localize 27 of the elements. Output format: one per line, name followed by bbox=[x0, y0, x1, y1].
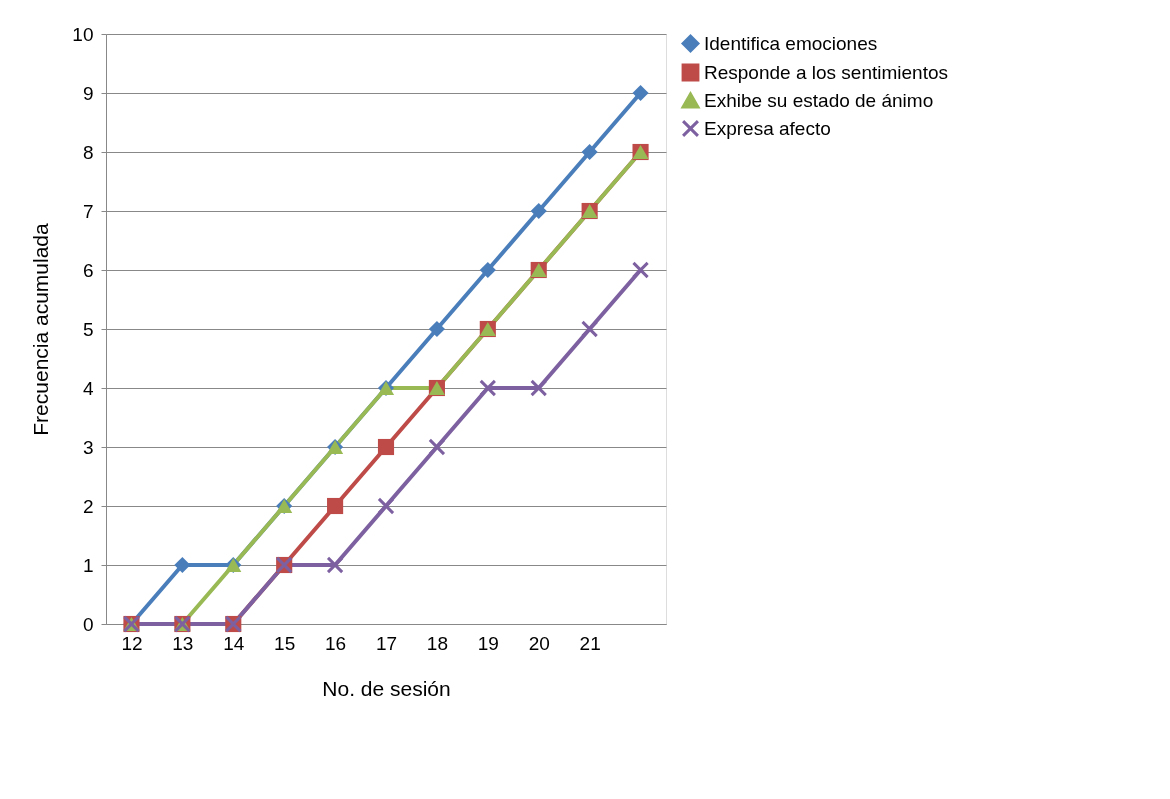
y-tick-label: 7 bbox=[82, 200, 94, 222]
x-tick-label: 14 bbox=[223, 632, 245, 654]
x-tick-label: 15 bbox=[274, 632, 296, 654]
x-tick-label: 12 bbox=[121, 632, 143, 654]
y-axis-title: Frecuencia acumulada bbox=[29, 222, 53, 436]
x-tick-label: 19 bbox=[477, 632, 499, 654]
y-tick-label: 8 bbox=[82, 141, 94, 163]
x-tick-label: 18 bbox=[426, 632, 448, 654]
y-tick-label: 10 bbox=[72, 23, 94, 45]
x-axis-title: No. de sesión bbox=[322, 676, 451, 700]
y-tick-label: 1 bbox=[82, 554, 94, 576]
y-tick-label: 3 bbox=[82, 436, 94, 458]
legend-label: Exhibe su estado de ánimo bbox=[704, 89, 934, 111]
y-tick-label: 4 bbox=[82, 377, 94, 399]
y-tick-label: 5 bbox=[82, 318, 94, 340]
x-tick-label: 21 bbox=[579, 632, 601, 654]
x-tick-label: 17 bbox=[375, 632, 398, 654]
legend-label: Responde a los sentimientos bbox=[704, 61, 948, 83]
legend-label: Identifica emociones bbox=[704, 32, 878, 54]
legend-label: Expresa afecto bbox=[704, 117, 831, 139]
x-tick-label: 13 bbox=[172, 632, 194, 654]
x-tick-label: 20 bbox=[528, 632, 550, 654]
y-tick-label: 0 bbox=[82, 613, 94, 635]
x-tick-label: 16 bbox=[325, 632, 347, 654]
y-tick-label: 6 bbox=[82, 259, 94, 281]
y-tick-label: 9 bbox=[82, 82, 94, 104]
y-tick-label: 2 bbox=[82, 495, 94, 517]
